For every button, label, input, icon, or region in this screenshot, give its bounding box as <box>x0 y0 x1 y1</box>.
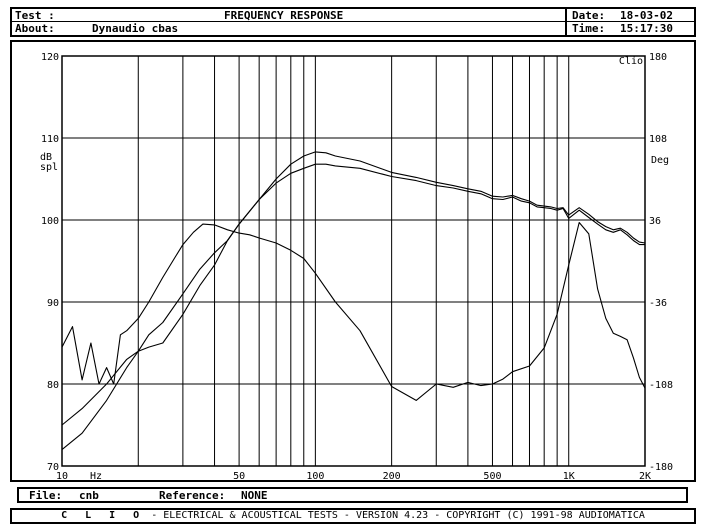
series-line-2 <box>61 151 646 451</box>
reference-label: Reference: <box>159 489 226 502</box>
footer-bar: C L I O - ELECTRICAL & ACOUSTICAL TESTS … <box>10 508 696 524</box>
x-tick-label: 2K <box>639 471 651 482</box>
y-left-tick-label: 100 <box>41 216 59 227</box>
x-tick-label: 10 <box>56 471 68 482</box>
y-right-tick-label: -108 <box>649 380 673 391</box>
x-unit-label: Hz <box>90 471 102 482</box>
chart-frame <box>10 40 696 482</box>
about-label: About: <box>15 22 55 35</box>
header-panel: Test : FREQUENCY RESPONSE Date: 18-03-02… <box>10 7 696 37</box>
plot-area-border <box>61 55 646 467</box>
x-tick-label: 1K <box>563 471 575 482</box>
header-divider <box>12 21 694 22</box>
test-label: Test : <box>15 9 55 22</box>
y-left-axis-label: dB <box>40 152 52 163</box>
y-right-axis-label: Deg <box>651 155 669 166</box>
y-right-tick-label: 108 <box>649 134 667 145</box>
header-vertical-divider <box>565 9 567 35</box>
time-value: 15:17:30 <box>620 22 673 35</box>
reference-value: NONE <box>241 489 268 502</box>
y-left-tick-label: 70 <box>47 462 59 473</box>
corner-label: Clio <box>619 56 643 67</box>
date-label: Date: <box>572 9 606 22</box>
file-value: cnb <box>79 489 99 502</box>
y-right-tick-label: 36 <box>649 216 661 227</box>
footer-brand: C L I O <box>61 510 146 521</box>
about-value: Dynaudio cbas <box>92 22 179 35</box>
y-left-axis-label: spl <box>40 162 58 173</box>
date-value: 18-03-02 <box>620 9 673 22</box>
series-line-3 <box>61 221 646 401</box>
series-line-1 <box>61 163 645 426</box>
file-label: File: <box>29 489 63 502</box>
y-right-tick-label: 180 <box>649 52 667 63</box>
x-tick-label: 500 <box>483 471 501 482</box>
y-left-tick-label: 80 <box>47 380 59 391</box>
footer-text: - ELECTRICAL & ACOUSTICAL TESTS - VERSIO… <box>151 510 645 521</box>
y-left-tick-label: 90 <box>47 298 59 309</box>
page-title: FREQUENCY RESPONSE <box>224 9 344 22</box>
y-left-tick-label: 120 <box>41 52 59 63</box>
y-right-tick-label: -180 <box>649 462 673 473</box>
y-right-tick-label: -36 <box>649 298 667 309</box>
y-left-tick-label: 110 <box>41 134 59 145</box>
x-tick-label: 50 <box>233 471 245 482</box>
time-label: Time: <box>572 22 606 35</box>
x-tick-label: 200 <box>383 471 401 482</box>
file-bar: File: cnb Reference: NONE <box>17 487 688 503</box>
x-tick-label: 100 <box>306 471 324 482</box>
